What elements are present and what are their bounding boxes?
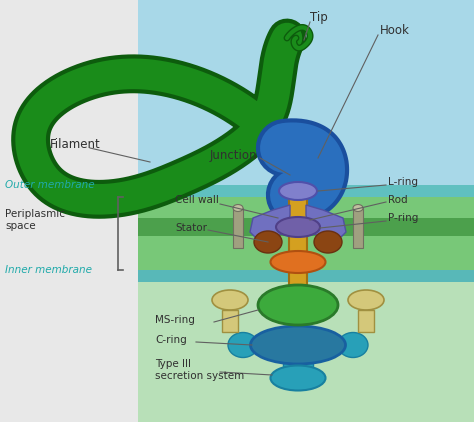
Text: Stator: Stator — [175, 223, 207, 233]
Text: P-ring: P-ring — [388, 213, 419, 223]
Text: Outer membrane: Outer membrane — [5, 180, 95, 190]
Bar — [138, 0, 474, 422]
Text: Filament: Filament — [50, 138, 101, 151]
Ellipse shape — [228, 333, 258, 357]
Bar — [358, 310, 374, 332]
Text: Periplasmic
space: Periplasmic space — [5, 209, 65, 231]
Ellipse shape — [254, 231, 282, 253]
Ellipse shape — [348, 290, 384, 310]
Polygon shape — [250, 205, 290, 242]
Ellipse shape — [271, 365, 326, 390]
Bar — [233, 208, 243, 248]
Text: Tip: Tip — [310, 11, 328, 24]
Text: Inner membrane: Inner membrane — [5, 265, 92, 275]
Bar — [138, 218, 474, 236]
Ellipse shape — [258, 285, 338, 325]
Bar — [283, 360, 313, 388]
Bar — [138, 282, 474, 422]
Bar — [138, 185, 474, 197]
Bar — [353, 208, 363, 248]
Bar — [289, 195, 307, 285]
Text: Rod: Rod — [388, 195, 408, 205]
Text: MS-ring: MS-ring — [155, 315, 195, 325]
Bar — [222, 310, 238, 332]
Ellipse shape — [271, 251, 326, 273]
Ellipse shape — [233, 205, 243, 211]
Polygon shape — [306, 205, 346, 242]
Text: Junction: Junction — [210, 149, 257, 162]
Ellipse shape — [250, 326, 346, 364]
Text: L-ring: L-ring — [388, 177, 418, 187]
Ellipse shape — [276, 217, 320, 237]
Ellipse shape — [314, 231, 342, 253]
Text: Cell wall: Cell wall — [175, 195, 219, 205]
Text: Type III
secretion system: Type III secretion system — [155, 359, 244, 381]
Ellipse shape — [338, 333, 368, 357]
Ellipse shape — [279, 182, 317, 200]
Ellipse shape — [212, 290, 248, 310]
Ellipse shape — [353, 205, 363, 211]
Bar — [138, 197, 474, 270]
Text: C-ring: C-ring — [155, 335, 187, 345]
Bar — [138, 270, 474, 282]
Text: Hook: Hook — [380, 24, 410, 36]
